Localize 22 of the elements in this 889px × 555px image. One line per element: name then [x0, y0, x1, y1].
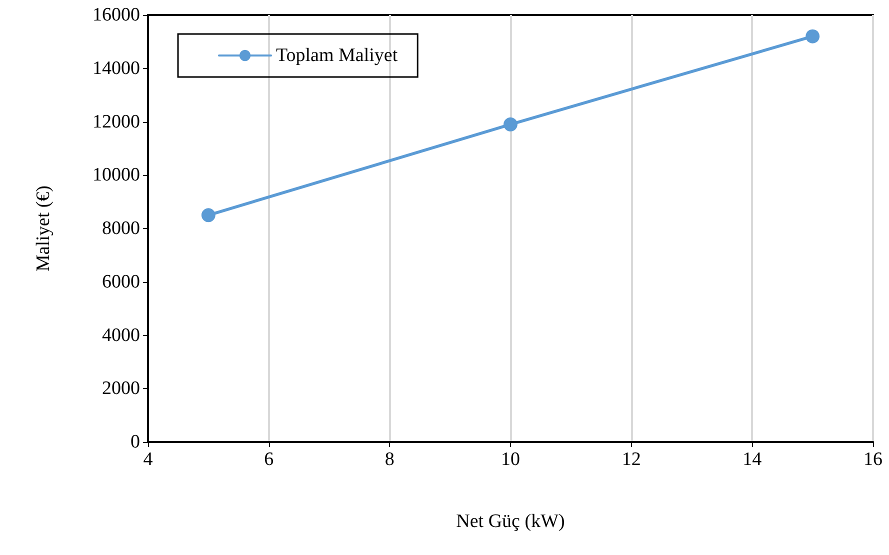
- y-tick-label: 2000: [102, 378, 140, 400]
- x-tick-label: 16: [864, 449, 882, 470]
- y-axis-title: Maliyet (€): [33, 185, 54, 272]
- y-tick-label: 4000: [102, 324, 140, 346]
- y-tick-label: 14000: [92, 58, 140, 79]
- y-tick-label: 6000: [102, 271, 140, 292]
- y-tick-label: 0: [130, 432, 140, 452]
- x-tick-label: 8: [384, 449, 394, 470]
- point: [201, 208, 216, 222]
- point: [806, 29, 820, 44]
- x-tick-label: 12: [622, 449, 641, 470]
- y-tick-label: 8000: [102, 218, 140, 239]
- x-axis-title: Net Güç (kW): [456, 511, 565, 532]
- x-tick-label: 4: [143, 449, 154, 470]
- legend-label: Toplam Maliyet: [276, 45, 398, 66]
- x-tick-label: 6: [264, 449, 274, 470]
- x-tick-label: 14: [742, 449, 762, 470]
- point: [504, 117, 518, 132]
- y-tick-label: 16000: [92, 4, 140, 26]
- y-tick-label: 12000: [92, 111, 140, 132]
- x-tick-label: 10: [501, 449, 520, 470]
- y-tick-label: 10000: [92, 164, 140, 186]
